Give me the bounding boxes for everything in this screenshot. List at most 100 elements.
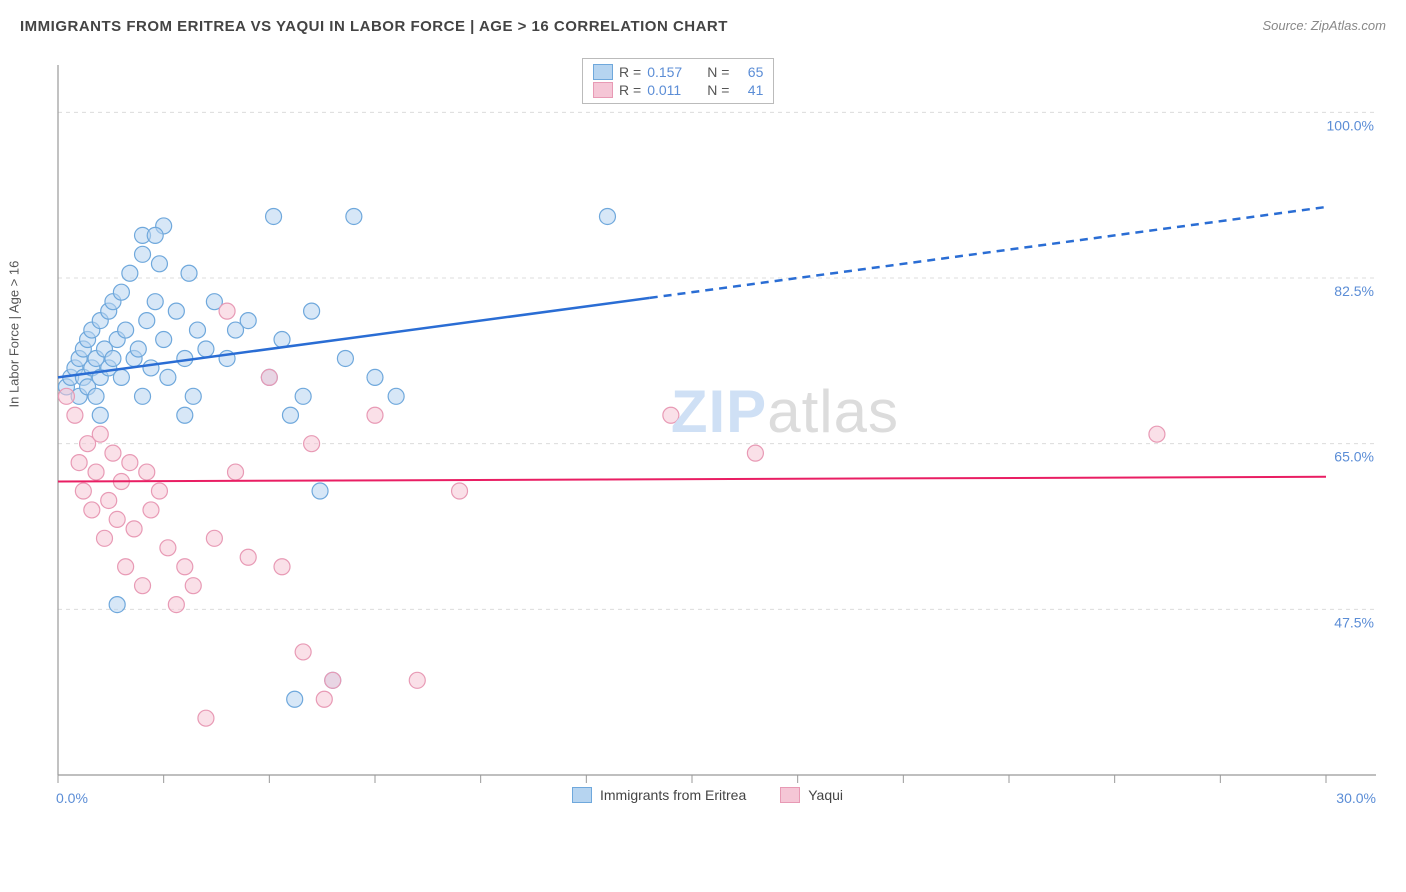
data-point bbox=[139, 313, 155, 329]
y-tick-label: 100.0% bbox=[1327, 117, 1374, 133]
x-tick-label: 0.0% bbox=[56, 790, 88, 806]
data-point bbox=[168, 597, 184, 613]
data-point bbox=[92, 426, 108, 442]
correlation-legend: R =0.157N =65R =0.011N =41 bbox=[582, 58, 774, 104]
data-point bbox=[185, 578, 201, 594]
data-point bbox=[304, 436, 320, 452]
data-point bbox=[135, 578, 151, 594]
data-point bbox=[409, 672, 425, 688]
chart-plot-area: 47.5%65.0%82.5%100.0%0.0%30.0% bbox=[48, 55, 1386, 815]
data-point bbox=[84, 502, 100, 518]
legend-swatch bbox=[593, 64, 613, 80]
y-axis-label: In Labor Force | Age > 16 bbox=[7, 261, 22, 408]
data-point bbox=[122, 265, 138, 281]
data-point bbox=[118, 322, 134, 338]
data-point bbox=[346, 208, 362, 224]
data-point bbox=[206, 530, 222, 546]
trend-line-solid bbox=[58, 477, 1326, 482]
legend-swatch bbox=[593, 82, 613, 98]
data-point bbox=[92, 407, 108, 423]
data-point bbox=[58, 388, 74, 404]
data-point bbox=[388, 388, 404, 404]
trend-line-dashed bbox=[650, 207, 1326, 298]
n-label: N = bbox=[707, 82, 729, 98]
data-point bbox=[113, 369, 129, 385]
data-point bbox=[185, 388, 201, 404]
data-point bbox=[189, 322, 205, 338]
data-point bbox=[367, 369, 383, 385]
legend-swatch-1 bbox=[572, 787, 592, 803]
y-tick-label: 65.0% bbox=[1334, 449, 1374, 465]
data-point bbox=[295, 644, 311, 660]
data-point bbox=[151, 483, 167, 499]
data-point bbox=[747, 445, 763, 461]
legend-label-1: Immigrants from Eritrea bbox=[600, 787, 746, 803]
scatter-plot-svg: 47.5%65.0%82.5%100.0%0.0%30.0% bbox=[48, 55, 1386, 815]
legend-swatch-2 bbox=[780, 787, 800, 803]
data-point bbox=[181, 265, 197, 281]
y-tick-label: 82.5% bbox=[1334, 283, 1374, 299]
legend-label-2: Yaqui bbox=[808, 787, 843, 803]
data-point bbox=[261, 369, 277, 385]
data-point bbox=[240, 549, 256, 565]
data-point bbox=[143, 502, 159, 518]
legend-row: R =0.157N =65 bbox=[593, 63, 763, 81]
data-point bbox=[71, 455, 87, 471]
data-point bbox=[113, 284, 129, 300]
data-point bbox=[295, 388, 311, 404]
data-point bbox=[1149, 426, 1165, 442]
trend-line-solid bbox=[58, 298, 650, 378]
r-label: R = bbox=[619, 82, 641, 98]
r-label: R = bbox=[619, 64, 641, 80]
data-point bbox=[240, 313, 256, 329]
data-point bbox=[75, 483, 91, 499]
data-point bbox=[67, 407, 83, 423]
data-point bbox=[274, 332, 290, 348]
data-point bbox=[151, 256, 167, 272]
data-point bbox=[139, 464, 155, 480]
source-attribution: Source: ZipAtlas.com bbox=[1262, 18, 1386, 33]
data-point bbox=[274, 559, 290, 575]
data-point bbox=[198, 710, 214, 726]
data-point bbox=[325, 672, 341, 688]
data-point bbox=[312, 483, 328, 499]
data-point bbox=[143, 360, 159, 376]
data-point bbox=[452, 483, 468, 499]
series-legend: Immigrants from Eritrea Yaqui bbox=[572, 787, 843, 803]
n-value: 41 bbox=[735, 82, 763, 98]
data-point bbox=[160, 369, 176, 385]
data-point bbox=[177, 559, 193, 575]
data-point bbox=[663, 407, 679, 423]
data-point bbox=[160, 540, 176, 556]
chart-title: IMMIGRANTS FROM ERITREA VS YAQUI IN LABO… bbox=[20, 18, 728, 35]
data-point bbox=[228, 464, 244, 480]
data-point bbox=[135, 246, 151, 262]
data-point bbox=[316, 691, 332, 707]
legend-row: R = 0.011 N = 41 bbox=[593, 81, 763, 99]
data-point bbox=[304, 303, 320, 319]
x-tick-label: 30.0% bbox=[1336, 790, 1376, 806]
data-point bbox=[135, 388, 151, 404]
r-value: 0.011 bbox=[647, 82, 693, 98]
data-point bbox=[109, 597, 125, 613]
source-prefix: Source: bbox=[1262, 18, 1310, 33]
r-value: 0.157 bbox=[647, 64, 693, 80]
source-name: ZipAtlas.com bbox=[1311, 18, 1386, 33]
data-point bbox=[101, 492, 117, 508]
data-point bbox=[122, 455, 138, 471]
data-point bbox=[88, 464, 104, 480]
data-point bbox=[198, 341, 214, 357]
data-point bbox=[266, 208, 282, 224]
data-point bbox=[177, 407, 193, 423]
data-point bbox=[156, 332, 172, 348]
data-point bbox=[126, 521, 142, 537]
data-point bbox=[282, 407, 298, 423]
n-label: N = bbox=[707, 64, 729, 80]
data-point bbox=[147, 227, 163, 243]
data-point bbox=[96, 530, 112, 546]
data-point bbox=[168, 303, 184, 319]
data-point bbox=[130, 341, 146, 357]
data-point bbox=[337, 350, 353, 366]
data-point bbox=[88, 388, 104, 404]
data-point bbox=[219, 303, 235, 319]
